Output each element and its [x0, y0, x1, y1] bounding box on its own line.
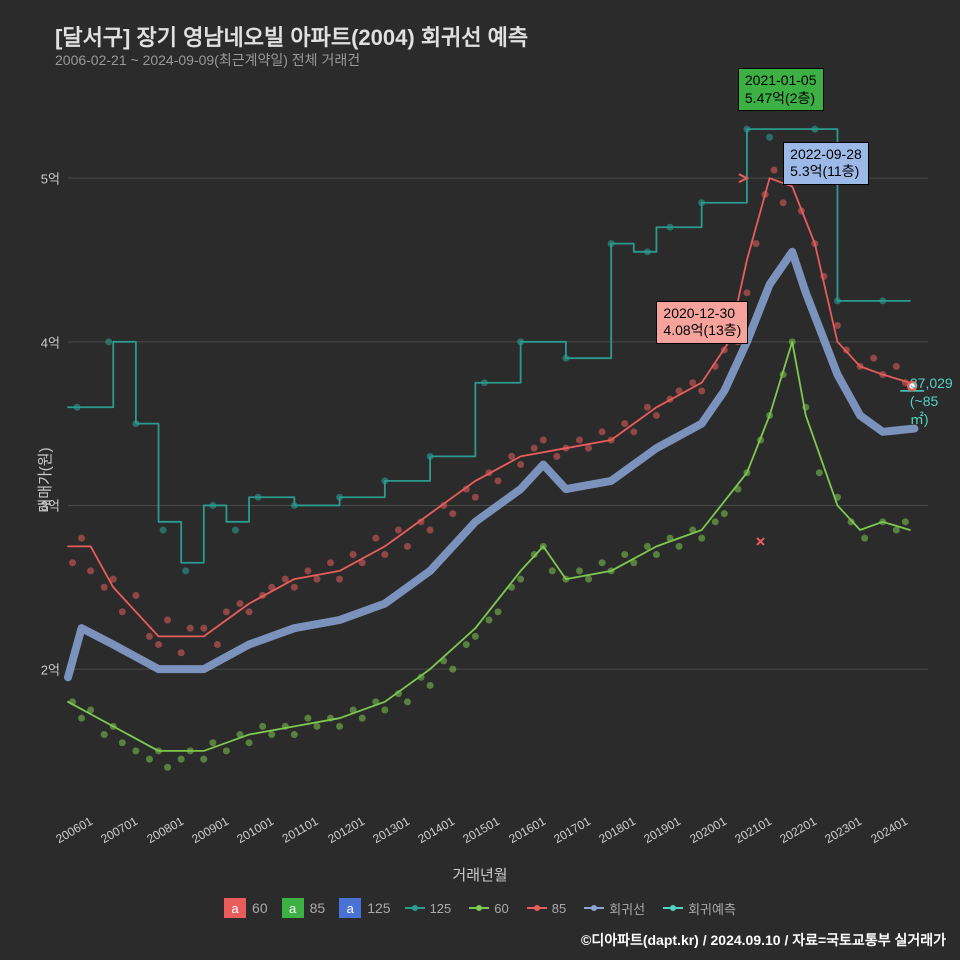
- legend-series-item: 85: [527, 901, 566, 916]
- x-tick: 202301: [823, 814, 865, 846]
- plot-area: 2억3억4억5억20060120070120080120090120100120…: [68, 80, 928, 800]
- legend-swatch: a: [282, 898, 304, 918]
- x-tick: 201701: [551, 814, 593, 846]
- legend-a-item: a 85: [282, 898, 326, 918]
- legend-a-item: a 60: [224, 898, 268, 918]
- legend-series-label: 회귀선: [609, 899, 645, 918]
- y-tick: 4억: [41, 332, 60, 351]
- x-tick: 202401: [868, 814, 910, 846]
- x-tick: 201801: [596, 814, 638, 846]
- x-tick: 201501: [461, 814, 503, 846]
- legend-swatch: a: [224, 898, 246, 918]
- legend-a-label: 60: [252, 900, 268, 916]
- legend-series-item: 125: [405, 901, 452, 916]
- x-tick: 202101: [732, 814, 774, 846]
- x-tick: 200701: [99, 814, 141, 846]
- y-tick: 5억: [41, 169, 60, 188]
- end-label: 37,029(~85㎡): [910, 374, 953, 429]
- x-tick: 201301: [370, 814, 412, 846]
- annotation-box: 2022-09-285.3억(11층): [783, 142, 869, 185]
- chart-subtitle: 2006-02-21 ~ 2024-09-09(최근계약일) 전체 거래건: [55, 50, 360, 70]
- legend-swatch: a: [339, 898, 361, 918]
- x-tick: 201901: [642, 814, 684, 846]
- x-tick: 201001: [234, 814, 276, 846]
- x-tick: 201601: [506, 814, 548, 846]
- x-tick: 202201: [778, 814, 820, 846]
- plot-svg: [68, 80, 928, 800]
- x-tick: 200901: [189, 814, 231, 846]
- y-tick: 2억: [41, 660, 60, 679]
- legend-series-item: 60: [469, 901, 508, 916]
- x-tick: 201201: [325, 814, 367, 846]
- x-tick: 201101: [280, 814, 321, 846]
- x-tick: 200601: [53, 814, 95, 846]
- legend-a-label: 85: [310, 900, 326, 916]
- legend-series-label: 125: [430, 901, 452, 916]
- legend-series-item: 회귀선: [584, 899, 645, 918]
- x-axis-label: 거래년월: [452, 864, 507, 885]
- legend-a-boxes: a 60 a 85 a 125: [224, 898, 391, 918]
- chart-title: [달서구] 장기 영남네오빌 아파트(2004) 회귀선 예측: [55, 20, 528, 52]
- legend-a-label: 125: [367, 900, 390, 916]
- x-tick: 202001: [687, 814, 729, 846]
- legend-series-label: 85: [552, 901, 566, 916]
- legend-row: a 60 a 85 a 125 125 60 85 회귀선 회귀예측: [0, 898, 960, 918]
- legend-a-item: a 125: [339, 898, 390, 918]
- legend-series: 125 60 85 회귀선 회귀예측: [405, 899, 736, 918]
- chart-container: [달서구] 장기 영남네오빌 아파트(2004) 회귀선 예측 2006-02-…: [0, 0, 960, 960]
- annotation-box: 2021-01-055.47억(2층): [738, 68, 824, 111]
- annotation-box: 2020-12-304.08억(13층): [656, 301, 748, 344]
- legend-series-label: 60: [494, 901, 508, 916]
- legend-series-item: 회귀예측: [663, 899, 736, 918]
- x-tick: 201401: [415, 814, 457, 846]
- chart-footer: ©디아파트(dapt.kr) / 2024.09.10 / 자료=국토교통부 실…: [581, 930, 946, 950]
- x-tick: 200801: [144, 814, 186, 846]
- legend-series-label: 회귀예측: [688, 899, 736, 918]
- y-tick: 3억: [41, 496, 60, 515]
